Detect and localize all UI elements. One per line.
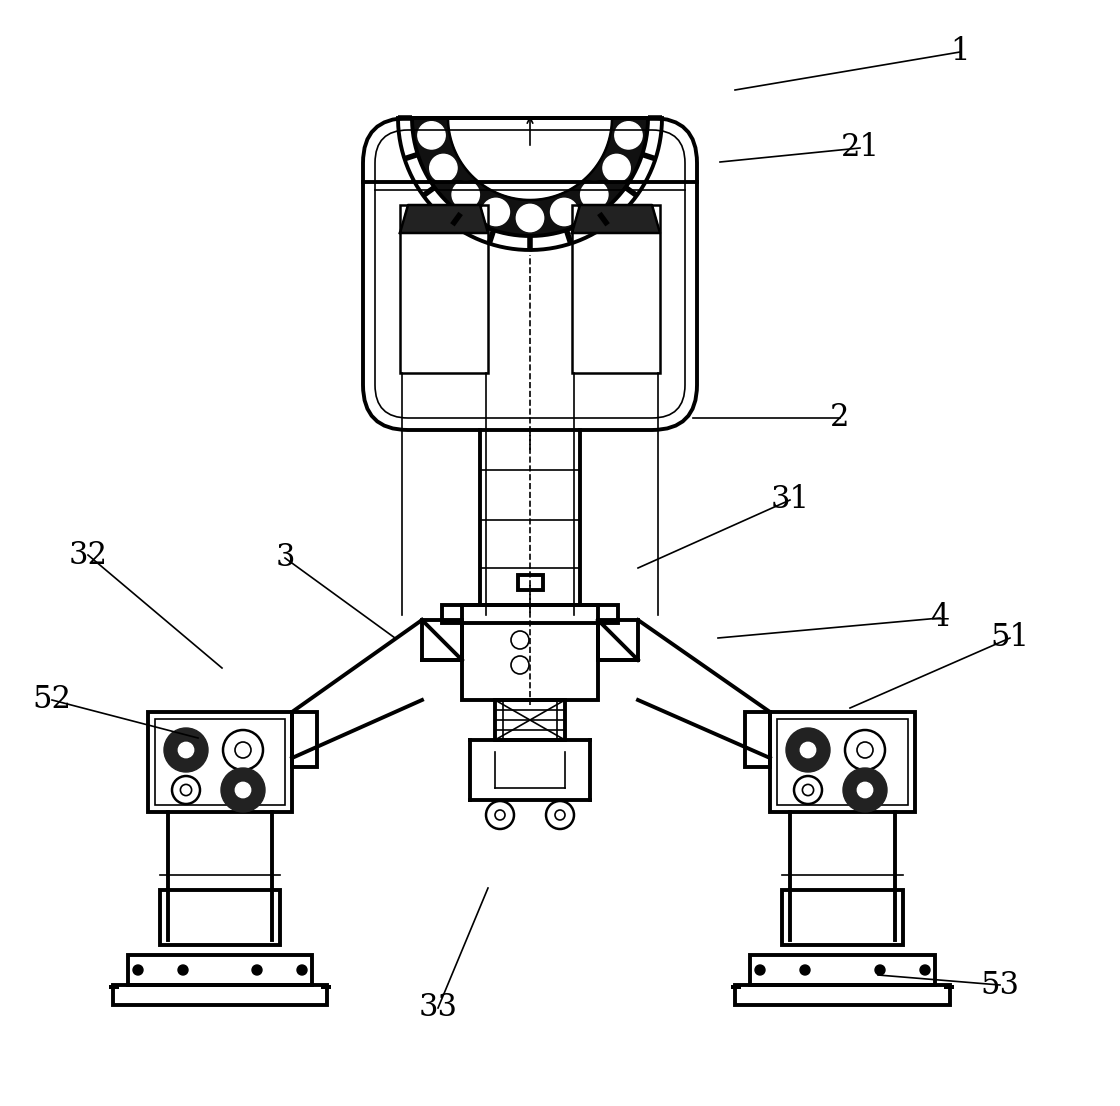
Text: 51: 51 xyxy=(990,623,1029,654)
Circle shape xyxy=(615,122,642,149)
Bar xyxy=(771,712,915,812)
Bar xyxy=(598,620,638,660)
Text: 32: 32 xyxy=(68,540,108,571)
Bar xyxy=(155,719,284,805)
Circle shape xyxy=(178,742,194,758)
Bar xyxy=(572,205,660,373)
Text: 1: 1 xyxy=(950,36,970,67)
Text: 21: 21 xyxy=(840,133,879,164)
Bar xyxy=(109,985,119,989)
Circle shape xyxy=(580,181,608,208)
Bar xyxy=(321,985,332,989)
Bar xyxy=(400,205,488,373)
Circle shape xyxy=(418,122,445,149)
Circle shape xyxy=(801,742,815,758)
Bar xyxy=(128,954,312,985)
Circle shape xyxy=(603,155,631,181)
Polygon shape xyxy=(572,205,660,233)
Text: 31: 31 xyxy=(771,484,810,515)
Bar xyxy=(517,575,543,589)
Circle shape xyxy=(755,966,765,975)
Text: 3: 3 xyxy=(276,543,295,574)
Circle shape xyxy=(875,966,885,975)
Bar xyxy=(422,620,461,660)
Bar xyxy=(148,712,292,812)
Circle shape xyxy=(800,966,810,975)
Bar xyxy=(292,712,317,766)
Circle shape xyxy=(164,728,208,772)
Bar xyxy=(495,700,564,740)
Circle shape xyxy=(133,966,143,975)
Bar xyxy=(735,985,950,1005)
Circle shape xyxy=(221,768,265,812)
Circle shape xyxy=(452,181,479,208)
Bar xyxy=(160,890,280,945)
Text: 33: 33 xyxy=(419,992,457,1023)
Circle shape xyxy=(178,966,188,975)
Circle shape xyxy=(482,198,510,226)
Bar xyxy=(745,712,771,766)
Polygon shape xyxy=(412,118,648,236)
Circle shape xyxy=(551,198,578,226)
Text: 4: 4 xyxy=(931,603,950,634)
Bar xyxy=(944,985,954,989)
Polygon shape xyxy=(400,205,488,233)
Bar xyxy=(442,605,618,623)
Bar xyxy=(113,985,327,1005)
Text: 2: 2 xyxy=(830,403,850,434)
Bar xyxy=(731,985,741,989)
Circle shape xyxy=(252,966,262,975)
Circle shape xyxy=(857,782,872,797)
Text: 52: 52 xyxy=(32,685,72,716)
Circle shape xyxy=(430,155,457,181)
Circle shape xyxy=(235,782,251,797)
Bar xyxy=(782,890,903,945)
Bar xyxy=(777,719,908,805)
Circle shape xyxy=(516,205,543,231)
Bar xyxy=(750,954,935,985)
Circle shape xyxy=(843,768,887,812)
Circle shape xyxy=(786,728,830,772)
Bar xyxy=(461,605,598,700)
Circle shape xyxy=(297,966,307,975)
Circle shape xyxy=(920,966,930,975)
Text: 53: 53 xyxy=(980,970,1019,1001)
